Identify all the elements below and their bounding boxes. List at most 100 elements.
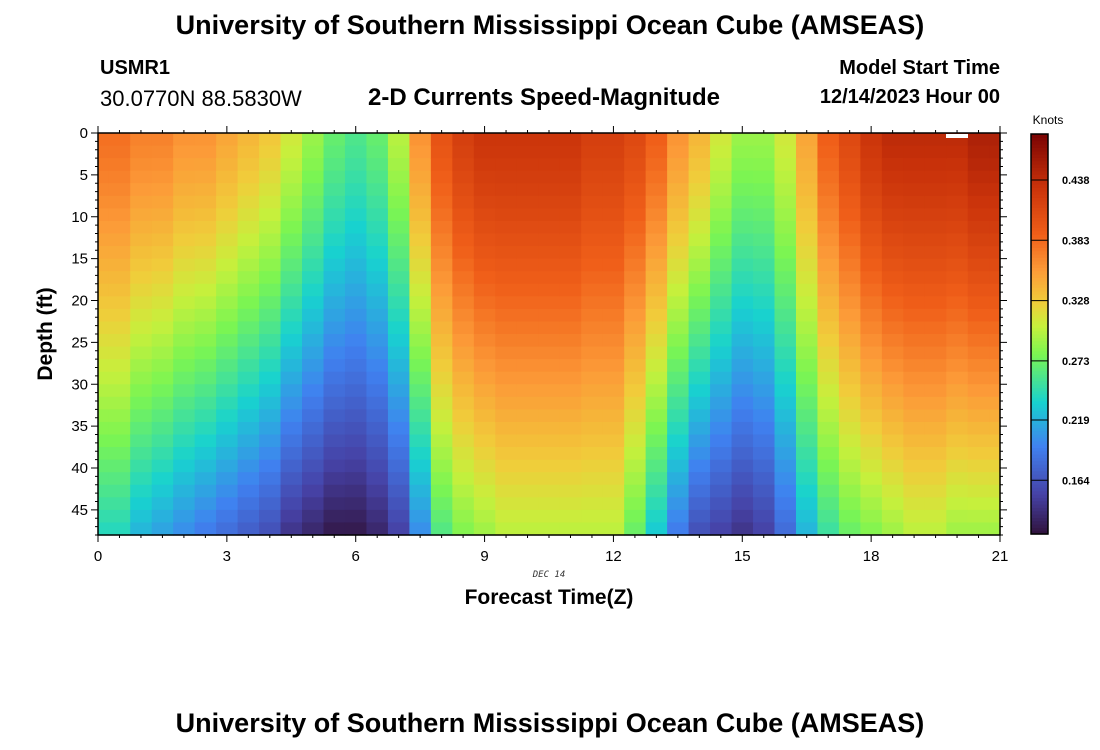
heatmap-cell (237, 434, 260, 448)
heatmap-cell (602, 522, 625, 536)
heatmap-cell (624, 459, 647, 473)
heatmap-cell (473, 183, 496, 197)
heatmap-cell (344, 334, 368, 348)
heatmap-cell (860, 384, 883, 398)
heatmap-cell (259, 522, 282, 536)
y-tick-label: 20 (71, 293, 88, 310)
heatmap-cell (194, 384, 217, 398)
heatmap-cell (216, 459, 239, 473)
heatmap-cell (280, 133, 303, 147)
colorbar-segment (1031, 247, 1048, 252)
heatmap-cell (194, 145, 217, 159)
heatmap-cell (495, 359, 518, 373)
heatmap-cell (860, 396, 883, 410)
heatmap-cell (151, 296, 174, 310)
heatmap-cell (602, 283, 625, 297)
colorbar-tick-label: 0.219 (1062, 415, 1090, 427)
heatmap-cell (688, 233, 711, 247)
heatmap-cell (430, 522, 453, 536)
heatmap-cell (495, 497, 518, 511)
heatmap-cell (409, 396, 432, 410)
station-name: USMR1 (100, 57, 171, 79)
heatmap-cell (323, 346, 346, 360)
heatmap-cell (989, 346, 1001, 360)
heatmap-cell (710, 220, 733, 235)
heatmap-cell (473, 296, 496, 310)
heatmap-cell (516, 484, 539, 498)
heatmap-cell (237, 296, 260, 310)
heatmap-cell (259, 170, 282, 184)
heatmap-cell (559, 220, 582, 235)
heatmap-cell (473, 145, 496, 159)
heatmap-cell (108, 183, 131, 197)
heatmap-cell (559, 334, 582, 348)
heatmap-cell (710, 233, 733, 247)
heatmap-cell (881, 296, 904, 310)
heatmap-cell (967, 396, 990, 410)
heatmap-cell (624, 384, 647, 398)
heatmap-cell (151, 434, 174, 448)
heatmap-cell (302, 509, 325, 524)
heatmap-cell (194, 334, 217, 348)
heatmap-cell (108, 233, 131, 247)
heatmap-cell (624, 183, 647, 197)
colorbar-segment (1031, 154, 1048, 158)
heatmap-cell (387, 258, 411, 272)
heatmap-cell (967, 472, 990, 486)
heatmap-cell (98, 296, 110, 310)
heatmap-cell (452, 359, 475, 373)
heatmap-cell (130, 233, 153, 247)
heatmap-cell (624, 195, 647, 209)
heatmap-cell (795, 183, 819, 197)
heatmap-cell (237, 271, 260, 285)
heatmap-cell (688, 434, 711, 448)
heatmap-cell (667, 434, 690, 448)
heatmap-cell (538, 133, 561, 147)
colorbar-segment (1031, 164, 1048, 168)
heatmap-cell (430, 346, 453, 360)
heatmap-cell (538, 384, 561, 398)
heatmap-cell (430, 308, 453, 323)
heatmap-cell (946, 158, 969, 172)
heatmap-cell (881, 195, 904, 209)
heatmap-cell (688, 208, 711, 222)
heatmap-cell (237, 396, 260, 410)
heatmap-cell (344, 296, 368, 310)
heatmap-cell (387, 195, 411, 209)
heatmap-cell (581, 459, 604, 473)
colorbar-segment (1031, 277, 1048, 282)
heatmap-cell (967, 497, 990, 511)
heatmap-cell (302, 346, 325, 360)
heatmap-cell (452, 421, 475, 436)
heatmap-cell (194, 258, 217, 272)
colorbar-segment (1031, 364, 1048, 368)
heatmap-cell (881, 145, 904, 159)
heatmap-cell (924, 384, 947, 398)
heatmap-cell (323, 434, 346, 448)
heatmap-cell (581, 409, 604, 423)
heatmap-cell (795, 472, 819, 486)
heatmap-cell (881, 346, 904, 360)
heatmap-cell (108, 283, 131, 297)
heatmap-cell (624, 421, 647, 436)
heatmap-cell (967, 321, 990, 335)
heatmap-cell (473, 283, 496, 297)
heatmap-cell (881, 246, 904, 260)
heatmap-cell (667, 346, 690, 360)
heatmap-cell (731, 208, 754, 222)
heatmap-cell (130, 246, 153, 260)
heatmap-cell (237, 246, 260, 260)
heatmap-cell (344, 283, 368, 297)
heatmap-cell (946, 459, 969, 473)
heatmap-cell (838, 321, 862, 335)
heatmap-cell (516, 208, 539, 222)
heatmap-cell (881, 409, 904, 423)
heatmap-cell (581, 158, 604, 172)
heatmap-cell (860, 321, 883, 335)
heatmap-cell (774, 497, 797, 511)
heatmap-cell (924, 158, 947, 172)
heatmap-cell (344, 208, 368, 222)
heatmap-cell (688, 359, 711, 373)
heatmap-cell (302, 271, 325, 285)
heatmap-cell (173, 497, 196, 511)
